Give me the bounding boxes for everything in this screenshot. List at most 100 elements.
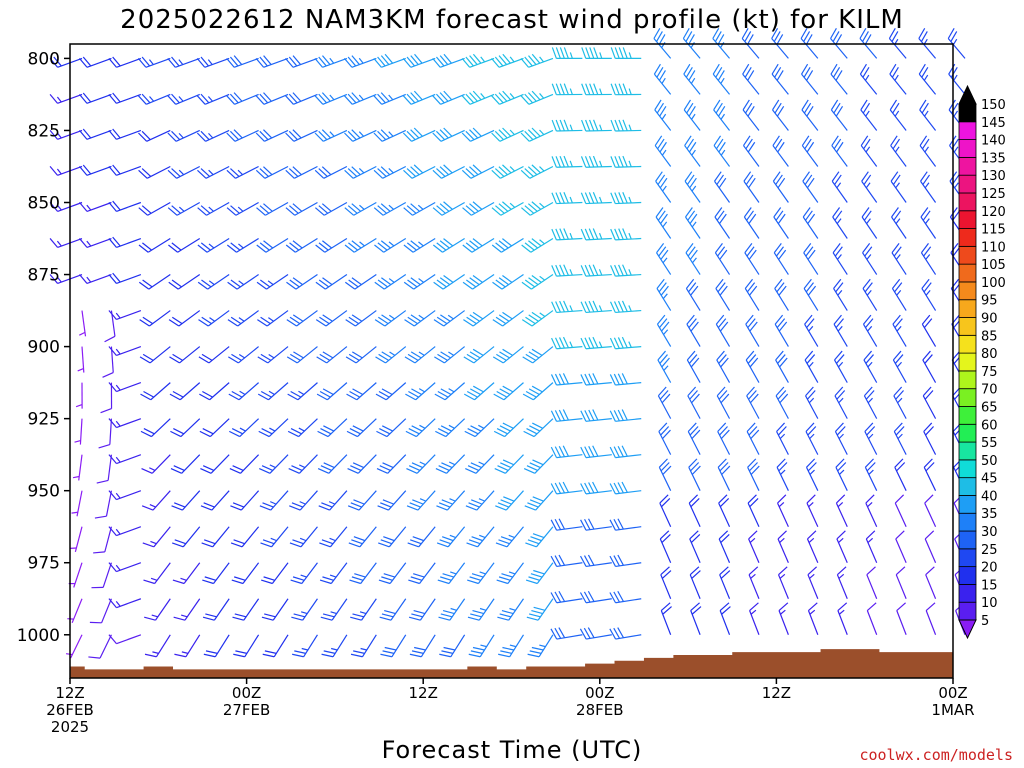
wind-barb	[551, 264, 583, 277]
wind-barb	[493, 418, 524, 438]
wind-barb	[496, 562, 524, 585]
wind-barb	[79, 92, 112, 104]
wind-barb	[108, 164, 142, 176]
wind-barb	[775, 386, 789, 419]
colorbar-label: 150	[981, 98, 1006, 113]
wind-barb	[197, 165, 230, 179]
wind-barb	[522, 346, 554, 364]
wind-barb	[922, 386, 937, 419]
wind-barb	[925, 566, 937, 599]
wind-barb	[316, 346, 348, 364]
wind-barb	[315, 310, 348, 327]
wind-barb	[581, 119, 612, 132]
wind-barb	[347, 454, 377, 474]
wind-barb	[255, 92, 289, 105]
wind-barb	[834, 386, 848, 419]
wind-barb	[525, 562, 554, 585]
wind-barb	[230, 490, 260, 511]
y-tick-label: 875	[28, 266, 60, 286]
wind-barb	[523, 454, 554, 474]
wind-barb	[550, 445, 583, 459]
wind-barb	[806, 530, 819, 563]
wind-barb	[924, 494, 937, 527]
wind-barb	[344, 129, 377, 142]
wind-barb	[659, 494, 672, 527]
colorbar-swatch	[958, 477, 977, 496]
colorbar-swatch	[958, 121, 977, 140]
wind-barb	[495, 490, 524, 511]
wind-barb	[891, 207, 907, 239]
wind-barb	[551, 336, 583, 350]
wind-barb	[891, 278, 907, 311]
wind-barb	[832, 243, 848, 275]
wind-barb	[895, 530, 907, 563]
wind-barb	[226, 129, 259, 142]
wind-barb	[315, 238, 348, 253]
wind-barb	[889, 99, 907, 131]
wind-barb	[88, 634, 112, 659]
colorbar-swatch	[958, 423, 977, 443]
wind-barb	[462, 238, 495, 253]
colorbar-label: 120	[981, 205, 1006, 220]
wind-barb	[314, 129, 348, 142]
wind-barb	[806, 494, 819, 527]
wind-barb	[713, 99, 731, 131]
wind-barb	[892, 314, 907, 347]
y-tick-label: 800	[28, 49, 60, 69]
wind-barb	[348, 526, 377, 548]
wind-barb	[256, 238, 289, 253]
wind-barb	[94, 490, 113, 519]
wind-barb	[285, 129, 318, 142]
wind-barb	[777, 494, 789, 527]
wind-barb	[172, 562, 201, 585]
wind-barb	[285, 238, 318, 253]
wind-barb	[830, 99, 848, 131]
wind-barb	[498, 634, 525, 658]
colorbar: 5 10 15 20 25 30 35 40 45 50 55 60 65 70 75 80 85 90 95 100…	[958, 84, 1006, 640]
wind-barb	[918, 63, 937, 95]
wind-barb	[684, 135, 701, 167]
wind-barb	[344, 274, 377, 290]
wind-barb	[229, 418, 260, 438]
wind-barb	[610, 83, 642, 96]
wind-barb	[108, 346, 142, 357]
wind-barb	[79, 56, 112, 68]
wind-barb	[170, 418, 201, 438]
wind-barb	[609, 373, 642, 386]
colorbar-swatch	[958, 566, 977, 585]
wind-barb	[138, 201, 171, 216]
wind-barb	[610, 192, 642, 205]
wind-barb	[743, 135, 760, 167]
wind-barb	[142, 526, 171, 548]
y-tick-label: 975	[28, 554, 60, 574]
wind-barb	[409, 634, 436, 658]
wind-barb	[653, 28, 672, 59]
wind-barb	[863, 350, 878, 383]
wind-barb	[138, 165, 171, 179]
wind-barb	[741, 28, 760, 59]
colorbar-max-arrow	[958, 84, 977, 105]
wind-barb	[196, 56, 230, 68]
wind-barb	[803, 278, 819, 311]
wind-barb	[717, 422, 731, 455]
wind-barb	[836, 530, 848, 563]
wind-barb	[802, 207, 819, 239]
wind-barb	[921, 314, 937, 347]
wind-barb	[686, 314, 701, 347]
wind-barb	[436, 526, 466, 548]
wind-barb	[167, 56, 200, 68]
wind-barb	[831, 171, 848, 203]
wind-barb	[521, 310, 554, 327]
wind-barb	[432, 90, 465, 105]
colorbar-label: 5	[981, 614, 989, 629]
wind-barb	[408, 598, 436, 621]
wind-barb	[140, 382, 171, 401]
wind-barb	[685, 278, 701, 311]
wind-barb	[461, 90, 495, 105]
wind-barb	[173, 598, 201, 621]
y-tick-label: 1000	[17, 626, 60, 646]
wind-barb	[167, 165, 201, 179]
wind-barb	[654, 99, 672, 131]
wind-barb	[226, 165, 259, 179]
colorbar-swatch	[958, 370, 977, 390]
